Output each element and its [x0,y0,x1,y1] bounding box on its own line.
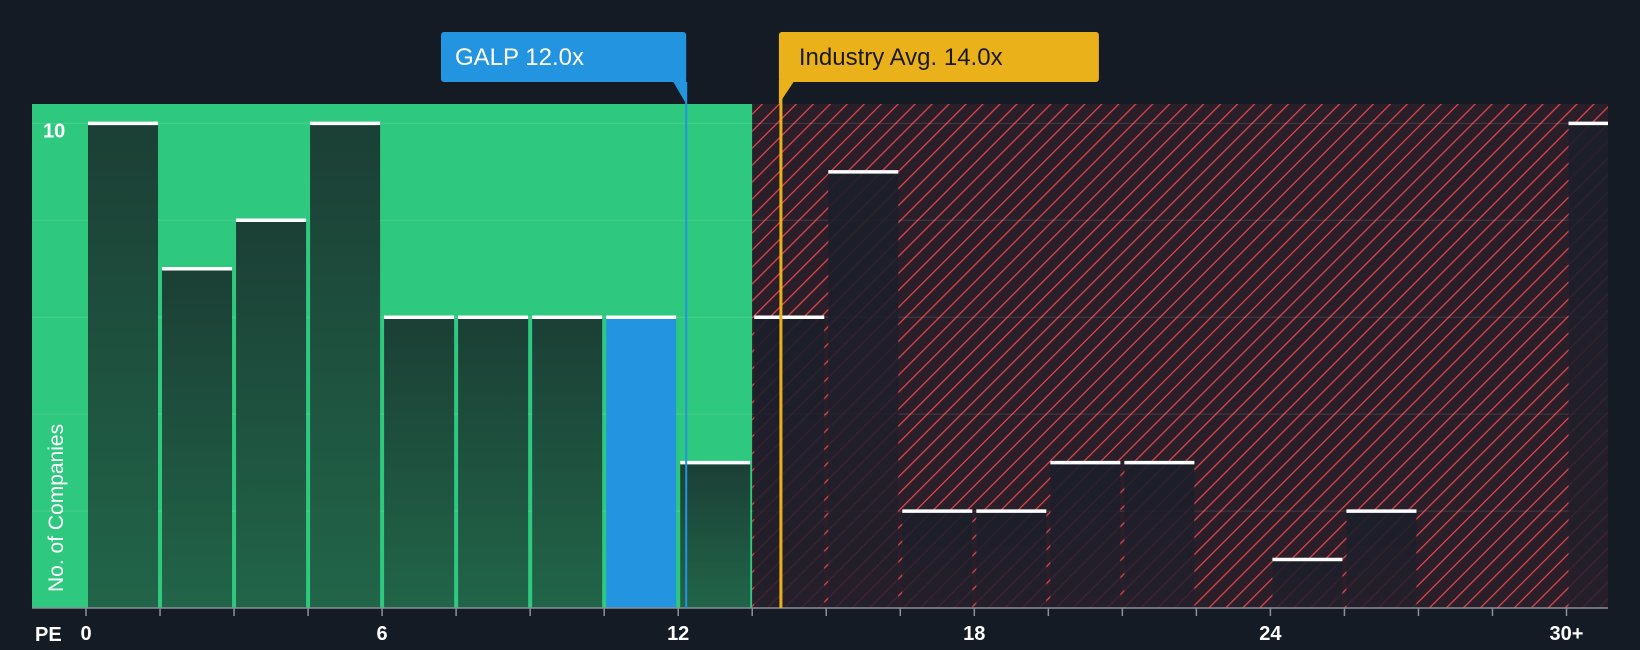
company-badge-box [441,32,687,82]
highlighted-bar[interactable] [606,317,677,608]
histogram-bar[interactable] [458,317,529,608]
histogram-bar[interactable] [902,511,973,608]
y-tick-label: 10 [43,120,65,142]
y-axis-label: No. of Companies [45,424,68,592]
histogram-bar[interactable] [828,171,899,608]
histogram-bar[interactable] [310,123,381,608]
company-pe-badge[interactable]: GALP 12.0x [441,32,687,104]
x-axis-ticks: 0 6 12 18 24 30+ [80,608,1583,645]
industry-badge-pointer [778,80,795,104]
x-tick-label: 6 [377,623,388,645]
company-badge-pointer [672,80,687,104]
histogram-bar[interactable] [532,317,603,608]
industry-badge-box [778,32,1099,82]
x-tick-label: 30+ [1550,623,1584,645]
histogram-bar[interactable] [384,317,455,608]
histogram-bar[interactable] [680,462,751,608]
histogram-bar[interactable] [1272,559,1343,608]
histogram-bars [88,121,1609,609]
x-tick-label: 24 [1259,623,1282,645]
histogram-bar[interactable] [162,268,233,608]
x-tick-label: 0 [80,623,91,645]
histogram-bar[interactable] [1568,123,1609,608]
x-axis-label: PE [35,624,62,646]
histogram-bar[interactable] [1124,462,1195,608]
histogram-bar[interactable] [754,317,825,608]
histogram-bar[interactable] [236,220,307,609]
x-tick-label: 18 [963,623,985,645]
industry-avg-badge[interactable]: Industry Avg. 14.0x [778,32,1099,104]
x-tick-label: 12 [667,623,689,645]
histogram-bar[interactable] [1346,511,1417,608]
company-badge-label: GALP 12.0x [455,44,584,71]
industry-badge-label: Industry Avg. 14.0x [799,44,1003,71]
histogram-bar[interactable] [88,123,159,608]
histogram-bar[interactable] [976,511,1047,608]
histogram-bar[interactable] [1050,462,1121,608]
